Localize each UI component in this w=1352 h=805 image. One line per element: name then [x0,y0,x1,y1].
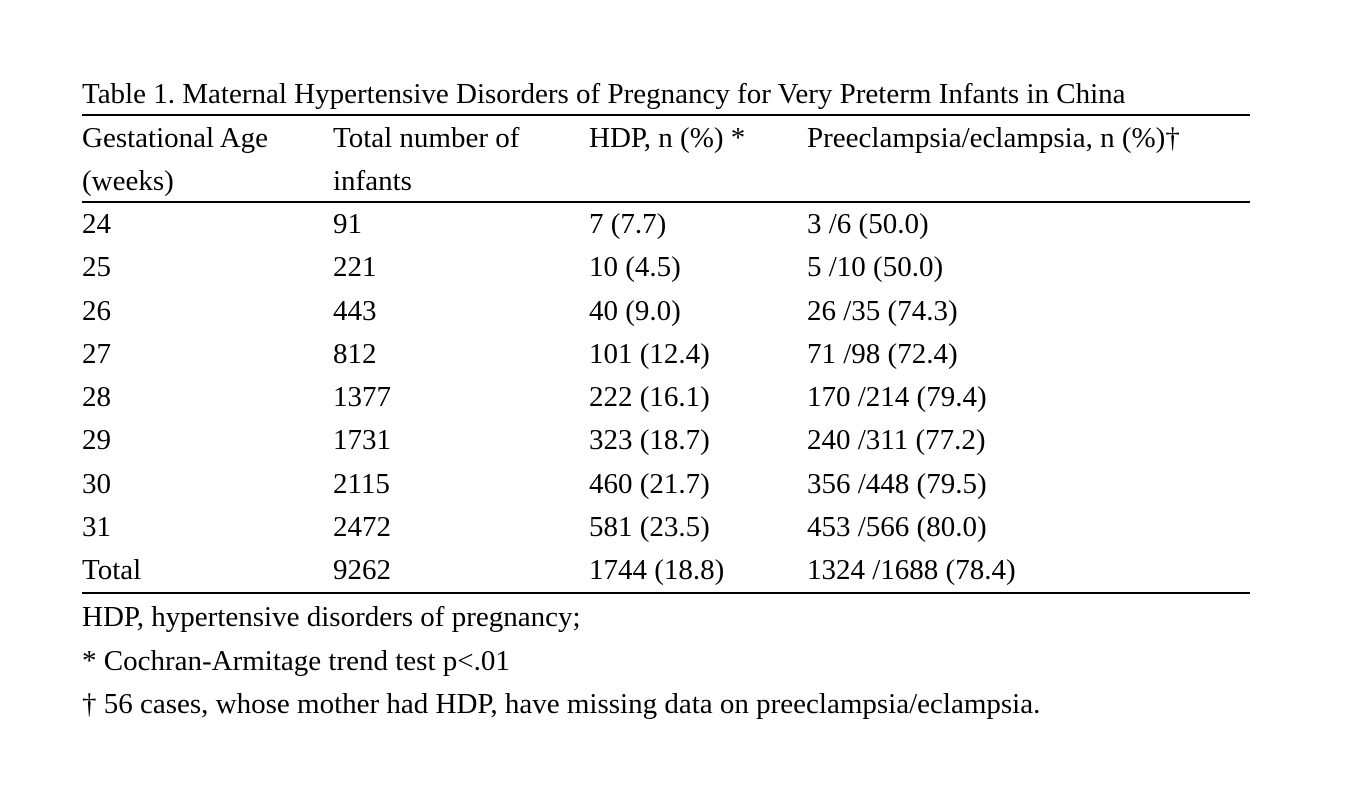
cell-preeclampsia: 240 /311 (77.2) [807,424,986,457]
table-row: 31 2472 581 (23.5) 453 /566 (80.0) [0,506,1352,549]
cell-total-infants: 221 [333,251,377,284]
table-row: 29 1731 323 (18.7) 240 /311 (77.2) [0,419,1352,462]
header-total-infants: Total number of infants [333,122,520,197]
table-row: 24 91 7 (7.7) 3 /6 (50.0) [0,203,1352,246]
cell-hdp: 40 (9.0) [589,294,681,327]
cell-hdp: 581 (23.5) [589,511,710,544]
cell-hdp: 7 (7.7) [589,208,667,240]
cell-hdp: 1744 (18.8) [589,554,725,587]
cell-hdp: 10 (4.5) [589,251,681,284]
cell-hdp: 323 (18.7) [589,424,710,457]
cell-preeclampsia: 356 /448 (79.5) [807,467,987,500]
table-header-rule [82,201,1250,203]
table-row: 25 221 10 (4.5) 5 /10 (50.0) [0,246,1352,289]
table-header-row: Gestational Age (weeks) Total number of … [0,117,1352,203]
cell-preeclampsia: 3 /6 (50.0) [807,208,929,240]
cell-gestational-age: 26 [82,294,111,327]
table-top-rule [82,114,1250,116]
footnote-abbreviation: HDP, hypertensive disorders of pregnancy… [82,601,581,633]
cell-gestational-age: 28 [82,381,111,414]
cell-preeclampsia: 170 /214 (79.4) [807,381,987,414]
cell-total-infants: 9262 [333,554,391,587]
table-row: 27 812 101 (12.4) 71 /98 (72.4) [0,333,1352,376]
cell-gestational-age: 27 [82,337,111,370]
cell-hdp: 460 (21.7) [589,467,710,500]
cell-hdp: 222 (16.1) [589,381,710,414]
cell-preeclampsia: 1324 /1688 (78.4) [807,554,1016,587]
header-preeclampsia: Preeclampsia/eclampsia, n (%)† [807,122,1180,154]
table-body: 24 91 7 (7.7) 3 /6 (50.0) 25 221 10 (4.5… [0,203,1352,593]
cell-total-infants: 2472 [333,511,391,544]
cell-preeclampsia: 453 /566 (80.0) [807,511,987,544]
cell-hdp: 101 (12.4) [589,337,710,370]
header-hdp: HDP, n (%) * [589,122,746,154]
cell-preeclampsia: 5 /10 (50.0) [807,251,944,284]
table-row: 26 443 40 (9.0) 26 /35 (74.3) [0,290,1352,333]
footnote-trend-test: * Cochran-Armitage trend test p<.01 [82,644,510,677]
cell-preeclampsia: 26 /35 (74.3) [807,294,958,327]
cell-total-infants: 2115 [333,467,390,500]
footnote-missing-data: † 56 cases, whose mother had HDP, have m… [82,688,1041,720]
cell-gestational-age: 30 [82,467,111,500]
cell-gestational-age: 25 [82,251,111,284]
cell-total-infants: 443 [333,294,377,327]
table-footnotes: HDP, hypertensive disorders of pregnancy… [82,596,1040,727]
cell-preeclampsia: 71 /98 (72.4) [807,337,958,370]
table-row: 30 2115 460 (21.7) 356 /448 (79.5) [0,463,1352,506]
table-row-total: Total 9262 1744 (18.8) 1324 /1688 (78.4) [0,549,1352,592]
header-gestational-age: Gestational Age (weeks) [82,122,269,197]
cell-gestational-age: 31 [82,511,111,544]
cell-total-infants: 1377 [333,381,391,414]
table-row: 28 1377 222 (16.1) 170 /214 (79.4) [0,376,1352,419]
table-title: Table 1. Maternal Hypertensive Disorders… [82,78,1126,110]
cell-gestational-age: Total [82,554,142,587]
table-bottom-rule [82,592,1250,594]
cell-total-infants: 1731 [333,424,391,457]
cell-total-infants: 91 [333,208,362,240]
cell-gestational-age: 24 [82,208,111,240]
cell-total-infants: 812 [333,337,377,370]
cell-gestational-age: 29 [82,424,111,457]
